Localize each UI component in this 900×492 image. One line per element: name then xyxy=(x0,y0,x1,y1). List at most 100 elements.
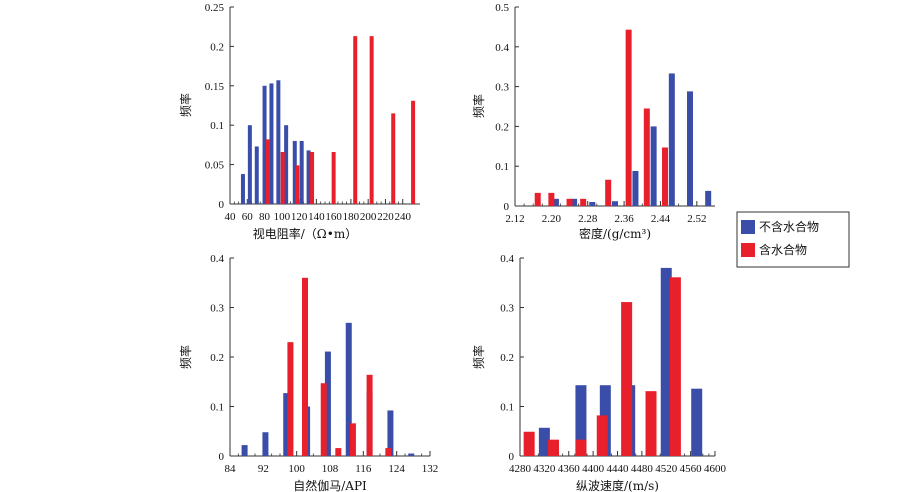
bar-hydrate xyxy=(295,165,300,204)
bar-no-hydrate xyxy=(632,170,639,206)
bar-no-hydrate xyxy=(650,126,657,206)
x-tick-label: 100 xyxy=(274,211,291,223)
bar-hydrate xyxy=(302,277,308,456)
y-tick-label: 0.4 xyxy=(500,253,514,265)
bar-no-hydrate xyxy=(691,388,703,456)
bar-hydrate xyxy=(335,448,342,456)
legend-label-hydrate: 含水合物 xyxy=(759,242,807,257)
y-tick-label: 0.2 xyxy=(210,41,224,53)
bar-no-hydrate xyxy=(538,427,550,456)
x-tick-label: 4320 xyxy=(533,463,556,475)
bar-hydrate xyxy=(310,151,315,204)
x-tick-label: 200 xyxy=(360,211,377,223)
x-tick-label: 2.36 xyxy=(614,213,634,225)
bar-no-hydrate xyxy=(262,432,269,456)
x-tick-label: 220 xyxy=(377,211,394,223)
bar-no-hydrate xyxy=(254,146,259,204)
bar-no-hydrate xyxy=(687,91,693,206)
bar-no-hydrate xyxy=(660,267,672,456)
bar-hydrate xyxy=(625,29,632,206)
y-axis-label: 频率 xyxy=(471,345,486,369)
bar-hydrate xyxy=(662,147,668,206)
x-tick-label: 80 xyxy=(259,211,271,223)
bar-no-hydrate xyxy=(408,453,415,456)
bar-hydrate xyxy=(391,113,396,204)
x-tick-label: 4440 xyxy=(607,463,630,475)
y-tick-label: 0.3 xyxy=(210,303,224,315)
y-tick-label: 0.25 xyxy=(205,2,225,14)
chart-panel-1: 0 0.05 0.1 0.15 0.2 0.25 40 60 80 100 120 140 160 180… xyxy=(178,2,420,241)
bar-hydrate xyxy=(523,431,535,456)
x-tick-label: 120 xyxy=(291,211,308,223)
y-tick-label: 0.1 xyxy=(210,120,224,132)
bar-hydrate xyxy=(411,100,416,204)
x-tick-label: 2.20 xyxy=(542,213,562,225)
bar-no-hydrate xyxy=(247,125,252,204)
bar-no-hydrate xyxy=(668,73,675,206)
x-tick-label: 4360 xyxy=(558,463,581,475)
bar-hydrate xyxy=(349,423,356,456)
bar-hydrate xyxy=(266,139,270,204)
bar-no-hydrate xyxy=(324,351,331,456)
bar-no-hydrate xyxy=(292,140,297,204)
bar-no-hydrate xyxy=(575,385,587,456)
legend-label-no-hydrate: 不含水合物 xyxy=(759,219,819,234)
x-tick-label: 2.52 xyxy=(687,213,706,225)
bar-no-hydrate xyxy=(387,410,394,456)
x-tick-label: 84 xyxy=(225,463,237,475)
bar-hydrate xyxy=(331,151,336,204)
y-tick-label: 0 xyxy=(219,199,225,211)
bar-no-hydrate xyxy=(262,85,267,204)
y-tick-label: 0.4 xyxy=(495,42,509,54)
bar-hydrate xyxy=(353,36,358,204)
x-tick-label: 100 xyxy=(288,463,305,475)
bar-no-hydrate xyxy=(284,125,289,204)
x-tick-label: 124 xyxy=(388,463,405,475)
x-tick-label: 4560 xyxy=(680,463,703,475)
bar-hydrate xyxy=(575,439,587,456)
y-tick-label: 0 xyxy=(504,201,510,213)
x-tick-label: 240 xyxy=(394,211,411,223)
chart-panel-4: 0 0.1 0.2 0.3 0.4 4280 4320 4360 4400 4440 4480 452… xyxy=(471,253,727,492)
y-tick-label: 0.05 xyxy=(205,160,225,172)
legend-swatch-no-hydrate xyxy=(741,220,755,234)
x-axis-label: 自然伽马/API xyxy=(293,478,367,492)
bar-hydrate xyxy=(605,179,612,206)
y-tick-label: 0.2 xyxy=(495,121,509,133)
bar-hydrate xyxy=(566,198,573,206)
y-axis-label: 频率 xyxy=(471,94,486,118)
x-tick-label: 60 xyxy=(242,211,254,223)
bar-no-hydrate xyxy=(571,198,578,206)
y-tick-label: 0.3 xyxy=(495,82,509,94)
y-tick-label: 0.3 xyxy=(500,303,514,315)
x-tick-label: 2.12 xyxy=(505,213,524,225)
y-tick-label: 0 xyxy=(509,451,515,463)
bar-hydrate xyxy=(369,36,374,204)
x-tick-label: 132 xyxy=(422,463,439,475)
bar-no-hydrate xyxy=(345,322,352,456)
bar-hydrate xyxy=(534,192,541,206)
bar-hydrate xyxy=(596,415,608,456)
bar-hydrate xyxy=(366,374,373,456)
legend-swatch-hydrate xyxy=(741,243,755,257)
x-tick-label: 2.28 xyxy=(578,213,598,225)
bar-hydrate xyxy=(385,448,392,456)
x-tick-label: 108 xyxy=(322,463,339,475)
bar-no-hydrate xyxy=(299,140,304,204)
y-tick-label: 0.1 xyxy=(500,402,514,414)
x-axis-label: 纵波速度/(m/s) xyxy=(576,478,659,492)
y-tick-label: 0.2 xyxy=(500,352,514,364)
bar-hydrate xyxy=(645,391,657,456)
y-tick-label: 0.4 xyxy=(210,253,224,265)
y-tick-label: 0.1 xyxy=(495,161,509,173)
y-tick-label: 0.2 xyxy=(210,352,224,364)
y-tick-label: 0.1 xyxy=(210,402,224,414)
x-tick-label: 40 xyxy=(225,211,237,223)
bar-hydrate xyxy=(548,192,555,206)
bar-hydrate xyxy=(320,383,327,456)
x-tick-label: 4520 xyxy=(655,463,678,475)
x-tick-label: 140 xyxy=(308,211,325,223)
bar-no-hydrate xyxy=(276,80,281,204)
bar-hydrate xyxy=(280,151,285,204)
